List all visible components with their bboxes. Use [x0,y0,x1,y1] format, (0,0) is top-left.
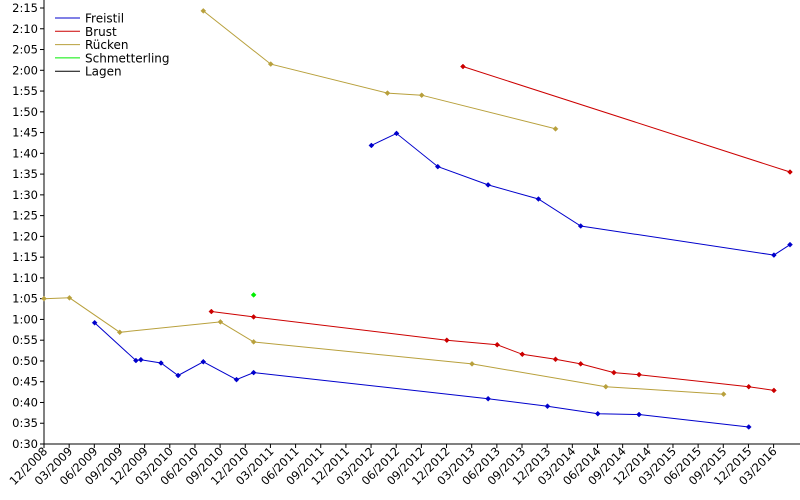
series-1 [208,63,793,394]
series-line [202,10,556,130]
data-point [720,391,727,398]
y-tick-label: 2:00 [12,63,38,77]
data-point [636,411,642,418]
data-point [418,92,425,99]
series-0 [91,130,793,430]
data-point [611,369,617,376]
y-tick-label: 1:35 [12,167,38,181]
data-point [217,319,224,325]
data-point [158,360,164,366]
data-point [200,8,207,14]
legend-label: Schmetterling [85,51,170,65]
series-line [462,66,791,173]
data-point [577,223,584,229]
y-tick-label: 1:05 [12,292,38,306]
series-line [94,322,749,428]
x-axis: 12/200803/200906/200909/200912/200903/20… [6,443,800,488]
data-point [636,371,642,378]
data-point [460,63,466,70]
y-tick-label: 2:05 [12,43,38,57]
data-point [544,403,551,410]
data-point [577,361,584,367]
data-point [250,338,257,345]
data-point [745,424,752,430]
data-point [602,383,609,390]
data-point [116,329,123,336]
y-tick-label: 1:30 [12,188,38,202]
data-point [485,395,491,402]
data-point [208,308,215,315]
data-point [233,376,240,383]
data-point [133,357,139,364]
y-axis: 0:30 0:35 0:40 0:45 0:50 0:55 1:00 1:05 1:10 1:15… [12,0,45,451]
y-tick-label: 1:00 [12,312,38,326]
data-point [175,372,181,379]
series-line [43,297,724,395]
y-tick-label: 1:50 [12,105,38,119]
y-tick-label: 1:40 [12,146,38,160]
y-tick-label: 0:45 [12,375,38,389]
y-tick-label: 0:35 [12,416,38,430]
series-2 [41,8,727,398]
data-point [250,314,257,320]
y-tick-label: 0:55 [12,333,38,347]
data-point [434,163,441,170]
data-point [250,369,257,376]
y-tick-label: 1:10 [12,271,38,285]
series-line [371,132,791,256]
y-tick-label: 0:40 [12,395,38,409]
data-point [91,319,98,326]
series-line [211,311,774,391]
data-point [771,387,777,394]
series-layer [41,8,793,430]
data-point [66,294,73,301]
data-point [519,351,526,358]
data-point [267,61,274,67]
data-point [494,341,501,348]
data-point [485,182,491,188]
y-tick-label: 2:10 [12,22,38,36]
y-tick-label: 0:30 [12,437,38,451]
data-point [787,169,793,175]
data-point [443,337,450,344]
data-point [787,241,793,248]
data-point [200,358,207,365]
legend-label: Lagen [85,65,122,79]
data-point [250,292,257,298]
y-tick-label: 1:45 [12,126,38,140]
data-point [745,383,752,390]
data-point [368,142,375,149]
series-3 [250,292,257,298]
y-tick-label: 0:50 [12,354,38,368]
data-point [535,196,542,202]
y-tick-label: 1:20 [12,229,38,243]
legend-label: Brust [85,25,117,39]
data-point [771,252,777,258]
data-point [41,295,47,302]
data-point [384,90,391,96]
data-point [469,361,475,367]
y-tick-label: 1:55 [12,84,38,98]
data-point [393,130,400,137]
data-point [552,125,559,132]
y-tick-label: 2:15 [12,1,38,15]
legend-label: Rücken [85,38,129,52]
y-tick-label: 1:15 [12,250,38,264]
data-point [552,356,559,363]
y-tick-label: 1:25 [12,209,38,223]
data-point [594,410,601,417]
data-point [138,356,144,363]
legend-label: Freistil [85,12,124,26]
